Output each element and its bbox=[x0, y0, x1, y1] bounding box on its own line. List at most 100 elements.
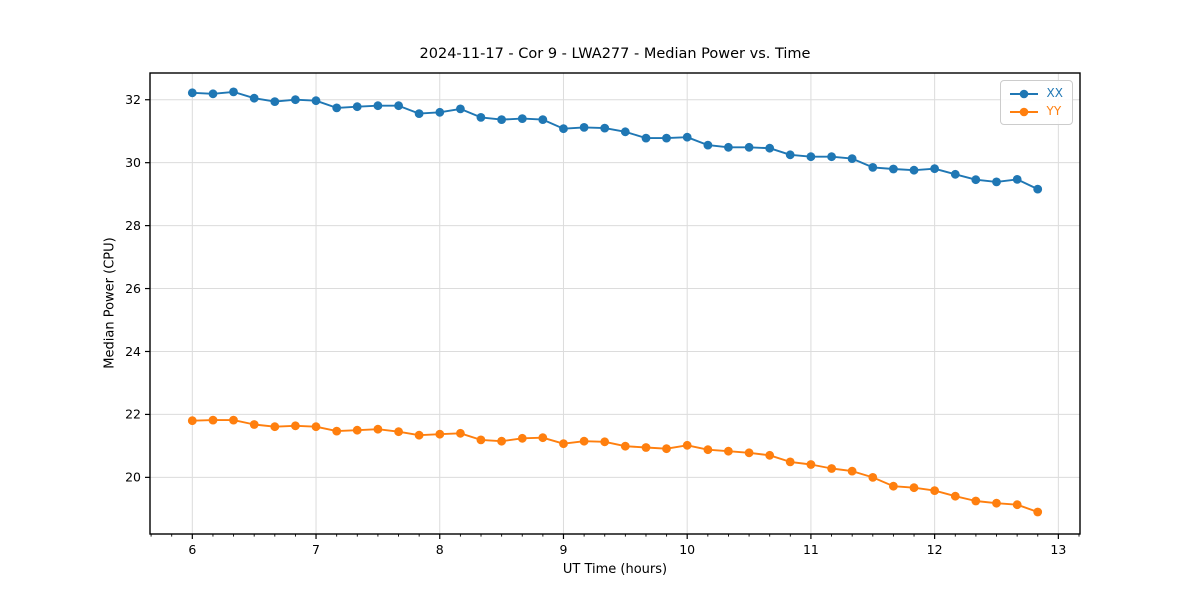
series-xx-point bbox=[971, 175, 981, 185]
series-xx-point bbox=[187, 88, 197, 98]
series-xx-point bbox=[847, 154, 857, 164]
series-yy-point bbox=[394, 427, 403, 437]
x-tick-label: 8 bbox=[436, 542, 444, 557]
series-yy-point bbox=[847, 466, 857, 476]
series-xx-point bbox=[270, 97, 280, 106]
series-xx-point bbox=[394, 101, 403, 111]
series-xx-point bbox=[806, 152, 816, 162]
series-xx-point bbox=[724, 142, 733, 152]
x-tick-label: 7 bbox=[312, 542, 320, 557]
series-xx-point bbox=[744, 142, 754, 152]
series-yy-point bbox=[352, 425, 362, 435]
series-xx-point bbox=[703, 140, 713, 150]
series-yy-point bbox=[476, 435, 486, 445]
series-xx-line bbox=[192, 90, 1039, 190]
series-yy-point bbox=[703, 445, 713, 455]
y-tick-label: 30 bbox=[125, 155, 141, 170]
series-xx-point bbox=[291, 95, 300, 105]
series-yy-point bbox=[620, 441, 630, 451]
series-yy-point bbox=[806, 460, 816, 469]
series-xx-point bbox=[476, 113, 486, 122]
legend-line-yy-icon bbox=[1009, 107, 1038, 116]
series-xx-point bbox=[517, 114, 527, 123]
x-axis-label: UT Time (hours) bbox=[562, 562, 668, 577]
chart-title: 2024-11-17 - Cor 9 - LWA277 - Median Pow… bbox=[419, 46, 811, 62]
series-yy-point bbox=[971, 496, 981, 506]
y-axis-label-text: Median Power (CPU) bbox=[102, 237, 118, 369]
series-xx-point bbox=[311, 96, 321, 106]
series-yy-point bbox=[889, 481, 898, 491]
series-yy-point bbox=[641, 443, 651, 452]
series-xx-point bbox=[497, 115, 506, 124]
series-yy-point bbox=[600, 437, 610, 447]
series-xx-point bbox=[765, 143, 775, 153]
series-yy-point bbox=[497, 436, 506, 446]
series-xx-point bbox=[1012, 175, 1022, 184]
series-yy-point bbox=[785, 457, 795, 467]
series-xx-point bbox=[641, 133, 651, 143]
series-xx-point bbox=[579, 123, 589, 132]
series-xx-point bbox=[909, 165, 919, 175]
series-yy-point bbox=[208, 415, 218, 425]
series-xx-point bbox=[249, 93, 259, 103]
series-xx-point bbox=[373, 101, 383, 111]
series-xx-point bbox=[600, 123, 610, 133]
series-yy-point bbox=[909, 483, 919, 493]
series-yy-point bbox=[414, 430, 424, 440]
series-yy-point bbox=[724, 446, 733, 456]
legend: XX YY bbox=[999, 80, 1073, 125]
x-tick-label: 6 bbox=[188, 542, 196, 557]
series-xx-point bbox=[992, 177, 1001, 187]
series-xx-point bbox=[785, 150, 795, 160]
series-yy-point bbox=[662, 444, 671, 454]
series-yy-point bbox=[579, 436, 589, 446]
series-xx-point bbox=[414, 109, 424, 118]
series-xx-point bbox=[435, 107, 445, 117]
series-yy-point bbox=[187, 416, 197, 426]
y-tick-label: 26 bbox=[125, 281, 141, 296]
series-xx-point bbox=[868, 163, 878, 172]
series-yy-point bbox=[950, 491, 960, 501]
series-xx-point bbox=[229, 87, 238, 97]
series-yy-line bbox=[192, 419, 1039, 513]
series-yy-point bbox=[992, 498, 1001, 508]
y-tick-label: 24 bbox=[125, 344, 141, 359]
series-xx-point bbox=[559, 124, 568, 134]
series-yy-point bbox=[765, 450, 775, 460]
series-yy-point bbox=[435, 429, 445, 439]
x-tick-label: 9 bbox=[559, 542, 567, 557]
series-yy-point bbox=[229, 415, 238, 425]
series-yy-point bbox=[868, 473, 878, 482]
series-xx-point bbox=[930, 164, 939, 174]
series-xx-point bbox=[352, 102, 362, 112]
series-yy-point bbox=[291, 421, 300, 431]
series-xx-point bbox=[950, 169, 960, 179]
legend-line-xx-icon bbox=[1009, 89, 1038, 98]
series-xx-point bbox=[889, 164, 898, 174]
legend-item-xx: XX bbox=[1008, 86, 1063, 101]
y-tick-label: 28 bbox=[125, 218, 141, 233]
series-xx-point bbox=[682, 132, 692, 142]
series-xx-point bbox=[662, 133, 671, 143]
series-yy-point bbox=[332, 426, 342, 436]
series-yy-point bbox=[1033, 507, 1043, 517]
series-xx-point bbox=[332, 103, 342, 113]
series-yy-point bbox=[1012, 500, 1022, 510]
series-yy-point bbox=[270, 422, 280, 432]
x-tick-label: 12 bbox=[927, 542, 943, 557]
series-yy-point bbox=[249, 420, 259, 429]
series-yy-point bbox=[456, 428, 465, 438]
x-tick-label: 11 bbox=[803, 542, 819, 557]
legend-label-yy: YY bbox=[1046, 104, 1062, 118]
series-yy-point bbox=[373, 424, 383, 434]
y-tick-label: 22 bbox=[125, 407, 141, 422]
series-xx-point bbox=[827, 152, 836, 162]
series-yy-point bbox=[311, 422, 321, 432]
legend-item-yy: YY bbox=[1008, 104, 1063, 119]
series-yy-point bbox=[517, 433, 527, 443]
series-xx-point bbox=[456, 104, 465, 114]
series-yy-point bbox=[827, 464, 836, 473]
y-tick-label: 32 bbox=[125, 92, 141, 107]
